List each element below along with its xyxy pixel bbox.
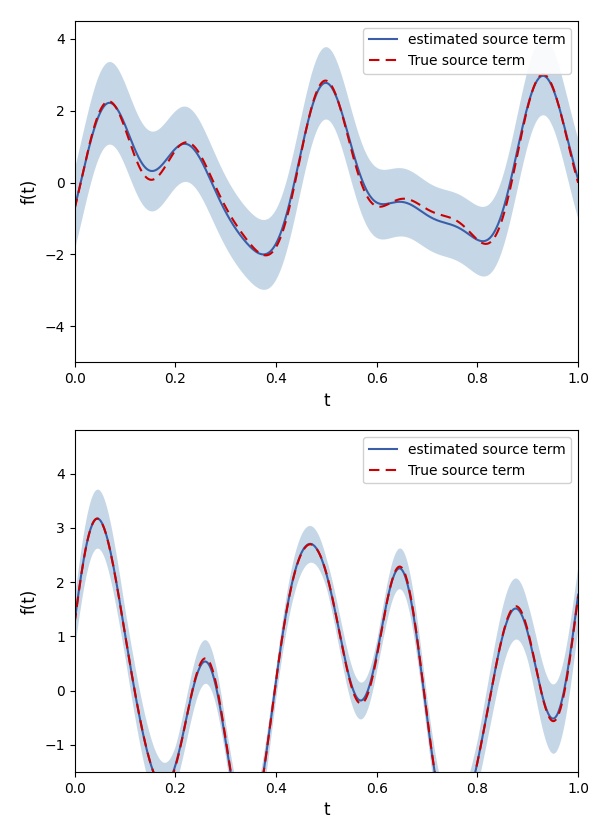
- True source term: [370, 669, 377, 680]
- True source term: [201, 157, 208, 167]
- estimated source term: [409, 604, 416, 614]
- Line: estimated source term: estimated source term: [74, 518, 578, 832]
- Line: True source term: True source term: [74, 74, 578, 255]
- estimated source term: [368, 194, 376, 204]
- True source term: [408, 196, 415, 206]
- estimated source term: [260, 249, 267, 260]
- True source term: [409, 602, 416, 612]
- X-axis label: t: t: [323, 391, 329, 410]
- True source term: [368, 198, 376, 208]
- estimated source term: [300, 137, 307, 147]
- True source term: [243, 827, 251, 837]
- True source term: [300, 138, 307, 148]
- estimated source term: [94, 513, 101, 523]
- estimated source term: [408, 200, 415, 210]
- True source term: [201, 654, 209, 664]
- estimated source term: [243, 827, 251, 837]
- estimated source term: [539, 71, 547, 81]
- Y-axis label: f(t): f(t): [21, 589, 39, 614]
- True source term: [71, 618, 78, 628]
- Legend: estimated source term, True source term: estimated source term, True source term: [364, 438, 571, 483]
- Line: True source term: True source term: [74, 518, 578, 832]
- estimated source term: [575, 175, 582, 185]
- True source term: [161, 782, 168, 792]
- estimated source term: [575, 590, 582, 600]
- estimated source term: [71, 617, 78, 627]
- estimated source term: [452, 826, 459, 836]
- estimated source term: [370, 667, 377, 677]
- Line: estimated source term: estimated source term: [74, 76, 578, 255]
- True source term: [451, 214, 458, 224]
- Legend: estimated source term, True source term: estimated source term, True source term: [364, 28, 571, 74]
- True source term: [262, 250, 269, 260]
- True source term: [71, 204, 78, 214]
- True source term: [94, 513, 101, 523]
- X-axis label: t: t: [323, 801, 329, 819]
- estimated source term: [161, 780, 168, 790]
- True source term: [452, 825, 459, 835]
- estimated source term: [201, 161, 208, 171]
- Y-axis label: f(t): f(t): [21, 179, 39, 204]
- True source term: [575, 178, 582, 188]
- True source term: [301, 543, 308, 554]
- estimated source term: [160, 158, 167, 168]
- True source term: [575, 591, 582, 601]
- estimated source term: [201, 656, 209, 666]
- True source term: [160, 164, 167, 174]
- True source term: [539, 69, 547, 79]
- estimated source term: [301, 543, 308, 554]
- estimated source term: [451, 221, 458, 231]
- estimated source term: [71, 202, 78, 213]
